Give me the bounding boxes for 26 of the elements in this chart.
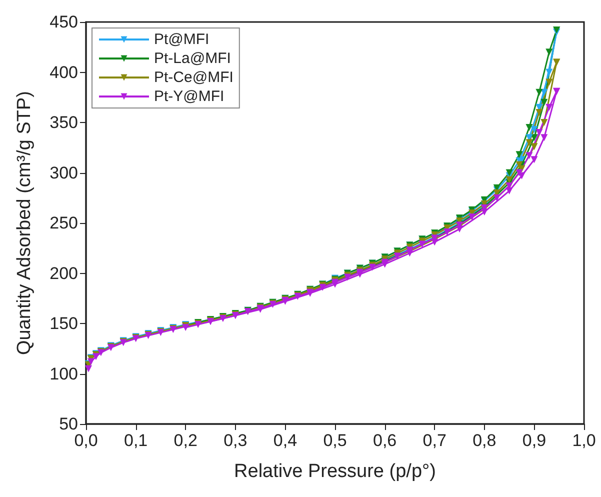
- y-tick-label: 300: [50, 163, 78, 182]
- x-tick-label: 0,2: [174, 431, 198, 450]
- x-tick-label: 0,5: [323, 431, 347, 450]
- legend-label: Pt-La@MFI: [154, 50, 231, 67]
- x-axis-title: Relative Pressure (p/p°): [234, 461, 436, 482]
- x-tick-label: 0,4: [273, 431, 298, 450]
- legend-label: Pt-Y@MFI: [154, 88, 224, 105]
- x-tick-label: 1,0: [572, 431, 596, 450]
- y-tick-label: 100: [50, 364, 78, 384]
- x-tick-label: 0,9: [522, 431, 546, 450]
- x-tick-label: 0,0: [74, 431, 98, 450]
- x-tick-label: 0,1: [124, 431, 148, 450]
- y-tick-label: 200: [50, 264, 78, 283]
- y-tick-label: 50: [59, 414, 78, 434]
- legend-label: Pt@MFI: [154, 31, 210, 48]
- legend-label: Pt-Ce@MFI: [154, 69, 234, 86]
- x-tick-label: 0,6: [372, 431, 397, 450]
- y-tick-label: 350: [50, 113, 78, 132]
- x-tick-label: 0,7: [422, 431, 446, 450]
- y-tick-label: 250: [50, 214, 78, 232]
- x-tick-label: 0,3: [224, 431, 248, 450]
- y-tick-label: 400: [50, 62, 78, 82]
- y-tick-label: 450: [50, 12, 78, 32]
- x-tick-label: 0,8: [472, 431, 496, 450]
- y-tick-label: 150: [50, 314, 78, 333]
- y-axis-title: Quantity Adsorbed (cm³/g STP): [14, 91, 35, 355]
